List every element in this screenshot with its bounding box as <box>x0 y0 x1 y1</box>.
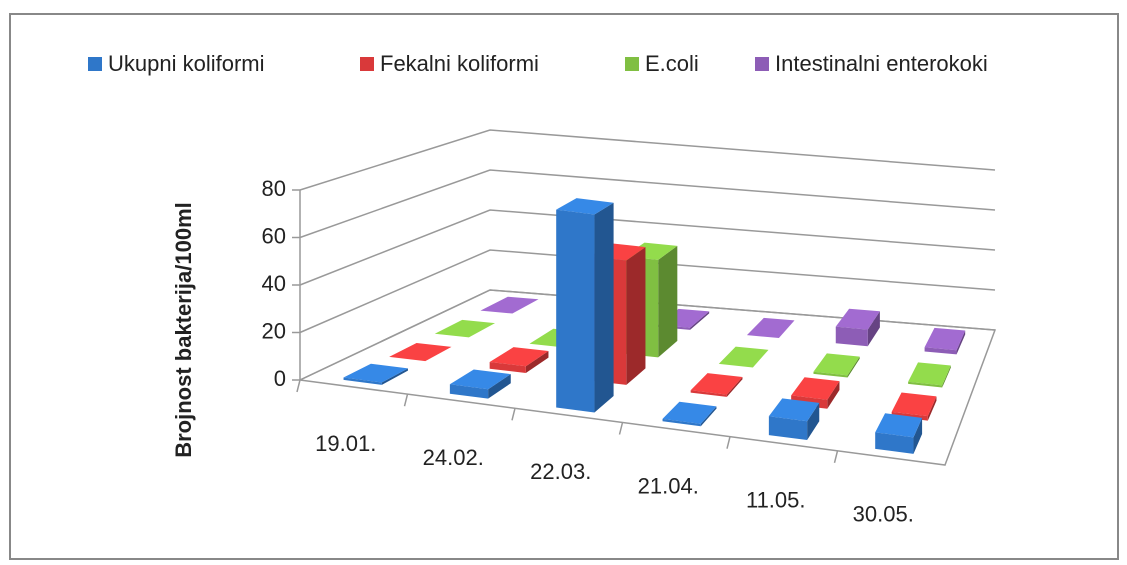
bar-side <box>726 377 743 397</box>
x-tick <box>403 393 409 407</box>
bar-top <box>343 363 408 383</box>
bar-side <box>913 417 923 454</box>
bar-top <box>791 377 840 400</box>
bar-top <box>891 392 937 417</box>
grid-line <box>299 289 996 381</box>
bar-front <box>449 384 489 399</box>
grid-line <box>299 209 996 286</box>
bar-front <box>690 390 727 397</box>
x-tick-label: 19.01. <box>315 431 376 456</box>
bar-side <box>690 311 710 330</box>
bar-side <box>867 311 880 347</box>
bar-top <box>434 319 495 338</box>
bar-side <box>626 247 646 385</box>
bar-top <box>813 353 860 376</box>
bar-top <box>718 346 769 368</box>
bar-front <box>768 416 808 441</box>
bar-front <box>556 209 595 413</box>
legend-swatch <box>755 57 769 71</box>
x-tick <box>618 422 624 435</box>
bar-side <box>381 368 408 385</box>
bar-side <box>488 374 511 399</box>
grid-line <box>299 129 996 191</box>
grid-line <box>299 249 996 334</box>
y-axis-label: Brojnost bakterija/100ml <box>171 202 196 458</box>
legend-label: E.coli <box>645 51 699 76</box>
bar-side <box>525 351 549 374</box>
bar-top <box>389 342 452 362</box>
bar-top <box>556 198 614 215</box>
y-tick-label: 20 <box>262 318 286 343</box>
bar-front <box>835 326 868 347</box>
legend-swatch <box>360 57 374 71</box>
legend-swatch <box>88 57 102 71</box>
legend-swatch <box>625 57 639 71</box>
bar-top <box>908 362 951 386</box>
legend-label: Intestinalni enterokoki <box>775 51 988 76</box>
bar-top <box>480 296 539 314</box>
bar-front <box>489 361 526 374</box>
y-tick-label: 80 <box>262 176 286 201</box>
bar-front <box>908 381 943 388</box>
x-tick-label: 30.05. <box>853 502 914 527</box>
bar-top <box>746 317 795 339</box>
x-tick <box>296 379 301 393</box>
bar-side <box>700 406 717 427</box>
bar-top <box>449 369 511 390</box>
x-tick-label: 22.03. <box>530 459 591 484</box>
bar-top <box>875 413 923 438</box>
y-tick-label: 60 <box>262 223 286 248</box>
bar-front <box>343 377 382 385</box>
bar-top <box>662 401 717 424</box>
bar-top <box>690 373 743 395</box>
bar-side <box>827 381 840 409</box>
bar-side <box>847 356 860 378</box>
bar-front <box>662 418 701 427</box>
bar-side <box>927 396 937 421</box>
bar-front <box>875 432 914 454</box>
bar-top <box>489 347 549 367</box>
y-tick-label: 0 <box>274 366 286 391</box>
bar-side <box>956 330 966 355</box>
bar-top <box>768 398 820 422</box>
x-tick-label: 21.04. <box>638 473 699 498</box>
x-tick <box>511 408 516 421</box>
bar-side <box>594 202 614 413</box>
bar-top <box>835 308 880 330</box>
legend-label: Fekalni koliformi <box>380 51 539 76</box>
bar-side <box>658 245 678 358</box>
x-tick-label: 11.05. <box>746 488 806 513</box>
bar-top <box>924 327 966 351</box>
grid-line <box>299 169 996 239</box>
x-tick-label: 24.02. <box>423 445 484 470</box>
bar-front <box>924 347 957 355</box>
y-tick-label: 40 <box>262 271 286 296</box>
x-tick <box>726 436 731 449</box>
bar-side <box>807 402 820 441</box>
bar-front <box>813 371 848 378</box>
x-tick <box>833 450 839 464</box>
bar-side <box>942 365 951 388</box>
legend-label: Ukupni koliformi <box>108 51 265 76</box>
